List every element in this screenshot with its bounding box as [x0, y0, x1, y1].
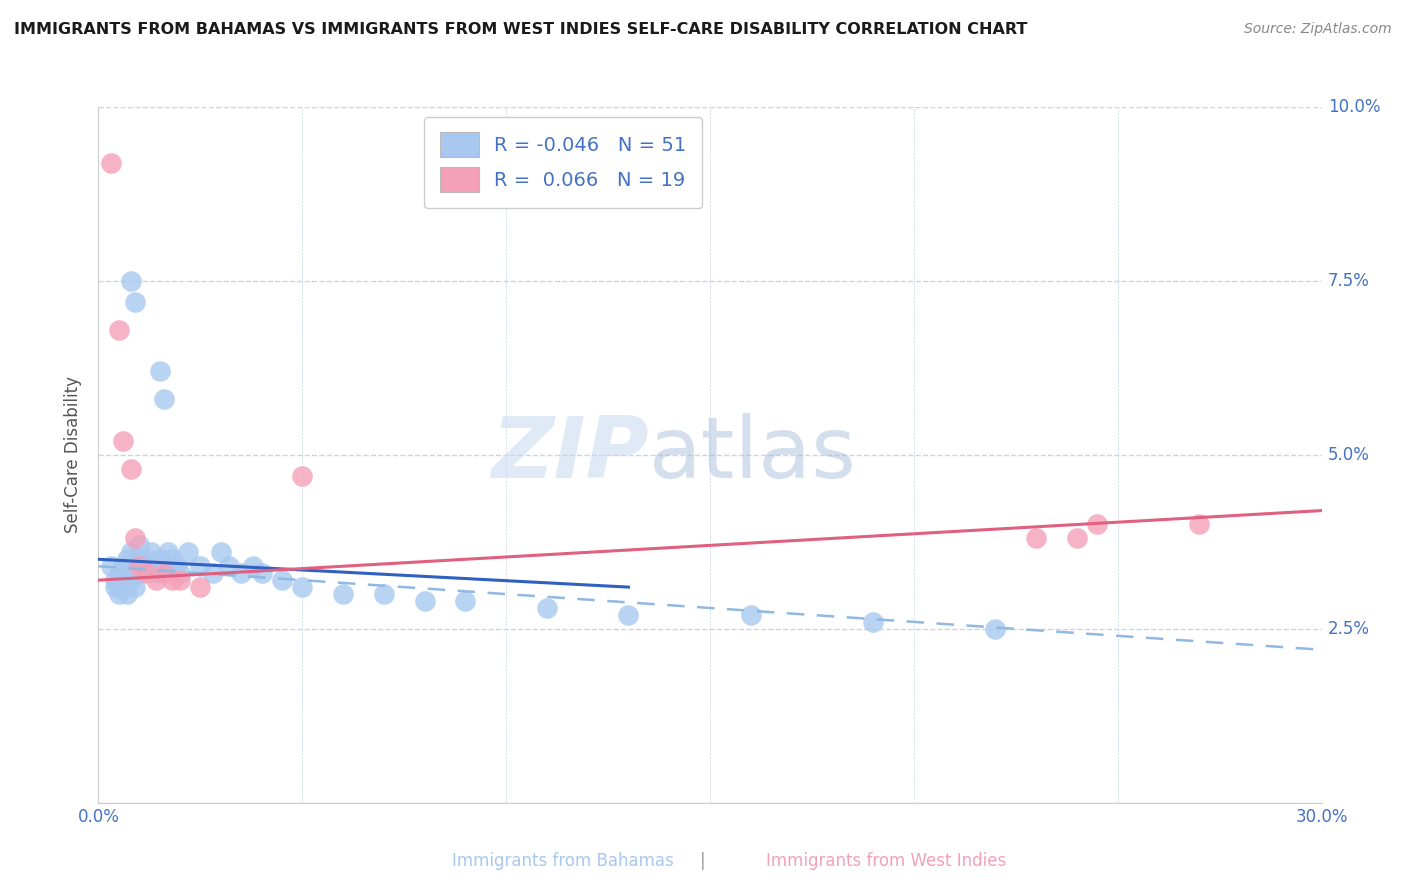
Point	[128, 559, 150, 574]
Point	[1066, 532, 1088, 546]
Point	[149, 364, 172, 378]
Point	[136, 566, 159, 581]
Point	[124, 294, 146, 309]
Point	[291, 468, 314, 483]
Point	[104, 580, 127, 594]
Point	[120, 559, 142, 574]
Point	[100, 155, 122, 169]
Point	[270, 573, 294, 587]
Point	[373, 587, 395, 601]
Point	[115, 552, 138, 566]
Point	[152, 566, 174, 581]
Point	[136, 552, 159, 566]
Point	[152, 559, 174, 574]
Text: IMMIGRANTS FROM BAHAMAS VS IMMIGRANTS FROM WEST INDIES SELF-CARE DISABILITY CORR: IMMIGRANTS FROM BAHAMAS VS IMMIGRANTS FR…	[14, 22, 1028, 37]
Point	[188, 580, 212, 594]
Point	[108, 587, 131, 601]
Point	[120, 545, 142, 559]
Point	[209, 545, 232, 559]
Point	[115, 587, 138, 601]
Point	[124, 580, 146, 594]
Point	[128, 538, 150, 552]
Point	[536, 601, 558, 615]
Text: 7.5%: 7.5%	[1327, 272, 1369, 290]
Point	[124, 559, 146, 574]
Point	[145, 573, 167, 587]
Point	[617, 607, 640, 622]
Point	[218, 559, 240, 574]
Point	[160, 573, 183, 587]
Point	[1085, 517, 1108, 532]
Point	[108, 323, 131, 337]
Point	[160, 552, 183, 566]
Point	[242, 559, 264, 574]
Point	[132, 559, 155, 574]
Point	[156, 545, 179, 559]
Point	[145, 566, 167, 581]
Y-axis label: Self-Care Disability: Self-Care Disability	[65, 376, 83, 533]
Point	[332, 587, 354, 601]
Text: 10.0%: 10.0%	[1327, 98, 1381, 116]
Point	[1188, 517, 1211, 532]
Point	[120, 274, 142, 288]
Point	[115, 566, 138, 581]
Point	[111, 559, 134, 574]
Text: Immigrants from Bahamas: Immigrants from Bahamas	[451, 852, 673, 870]
Point	[108, 566, 131, 581]
Point	[165, 559, 187, 574]
Point	[111, 580, 134, 594]
Point	[291, 580, 314, 594]
Point	[152, 392, 174, 407]
Text: atlas: atlas	[648, 413, 856, 497]
Legend: R = -0.046   N = 51, R =  0.066   N = 19: R = -0.046 N = 51, R = 0.066 N = 19	[425, 117, 702, 208]
Point	[141, 545, 163, 559]
Text: 2.5%: 2.5%	[1327, 620, 1369, 638]
Point	[188, 559, 212, 574]
Text: Immigrants from West Indies: Immigrants from West Indies	[766, 852, 1005, 870]
Point	[111, 566, 134, 581]
Point	[128, 552, 150, 566]
Point	[128, 566, 150, 581]
Point	[108, 580, 131, 594]
Point	[111, 434, 134, 448]
Point	[201, 566, 224, 581]
Point	[124, 566, 146, 581]
Point	[149, 552, 172, 566]
Text: 5.0%: 5.0%	[1327, 446, 1369, 464]
Text: |: |	[700, 852, 706, 870]
Text: Source: ZipAtlas.com: Source: ZipAtlas.com	[1244, 22, 1392, 37]
Point	[169, 573, 191, 587]
Point	[1025, 532, 1047, 546]
Point	[177, 545, 200, 559]
Point	[120, 573, 142, 587]
Point	[454, 594, 477, 608]
Point	[862, 615, 884, 629]
Point	[984, 622, 1007, 636]
Point	[231, 566, 253, 581]
Point	[250, 566, 273, 581]
Point	[169, 566, 191, 581]
Point	[100, 559, 122, 574]
Point	[141, 559, 163, 574]
Point	[413, 594, 436, 608]
Point	[124, 532, 146, 546]
Point	[104, 573, 127, 587]
Point	[120, 462, 142, 476]
Text: ZIP: ZIP	[491, 413, 648, 497]
Point	[740, 607, 762, 622]
